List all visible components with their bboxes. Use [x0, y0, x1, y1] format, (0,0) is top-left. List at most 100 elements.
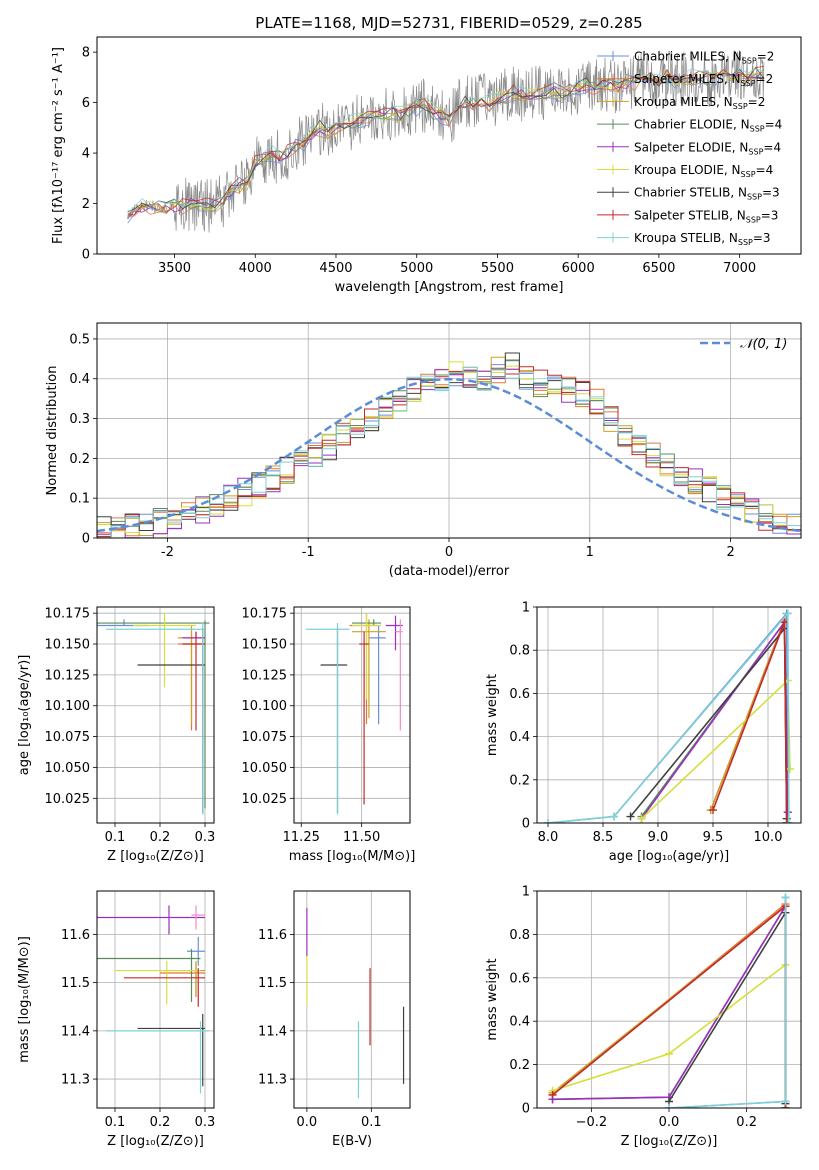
- x-tick-label: -2: [161, 545, 174, 560]
- weight-series-line: [710, 621, 788, 823]
- plot-area: [294, 891, 410, 1108]
- x-tick-label: 0.0: [659, 1115, 680, 1130]
- panel-massweight-vs-age: 8.0 8.5 9.0 9.5 10.0 0 0.2 0.4 0.6 0.8 1 age [log₁₀…: [485, 601, 802, 864]
- weight-point-marker: [548, 1090, 557, 1099]
- model-spectrum-line: [127, 69, 765, 220]
- panel-mass-vs-EBV: 0.0 0.1 11.3 11.4 11.5 11.6 E(B-V): [258, 890, 411, 1149]
- y-tick-label: 11.3: [258, 1073, 287, 1088]
- y-tick-label: 0.4: [509, 730, 530, 745]
- model-spectrum-line: [127, 67, 765, 214]
- histogram-step-line: [97, 366, 801, 537]
- axes-frame: [96, 36, 802, 255]
- x-axis-label: Z [log₁₀(Z/Z⊙)]: [621, 1134, 718, 1149]
- weight-point-marker: [783, 609, 792, 618]
- x-tick-label: 11.50: [343, 830, 380, 845]
- legend-label-sub: SSP: [741, 170, 756, 179]
- legend-label: Kroupa ELODIE, NSSP=4: [634, 163, 773, 179]
- x-tick-label: 4000: [239, 261, 272, 276]
- axes-frame: [536, 890, 802, 1109]
- y-tick-label: 0: [522, 1102, 530, 1117]
- x-tick-label: -1: [302, 545, 315, 560]
- y-tick-label: 10.025: [45, 792, 91, 807]
- legend-label: Chabrier ELODIE, NSSP=4: [634, 118, 782, 134]
- y-tick-label: 0.5: [69, 332, 90, 347]
- x-tick-label: 2: [726, 545, 734, 560]
- x-axis-label: E(B-V): [332, 1134, 372, 1149]
- x-tick-label: 0.1: [105, 830, 126, 845]
- x-tick-label: 0.1: [361, 1115, 382, 1130]
- x-tick-label: 5000: [400, 261, 433, 276]
- y-tick-label: 0: [82, 532, 90, 547]
- weight-point-marker: [786, 765, 794, 773]
- y-axis-label: mass weight: [485, 958, 500, 1040]
- legend-label-name: Chabrier STELIB, N: [634, 186, 747, 200]
- y-tick-label: 10.050: [45, 761, 91, 776]
- x-tick-label: 0: [445, 545, 453, 560]
- legend-label-rest: =4: [763, 140, 781, 154]
- legend-label: Salpeter ELODIE, NSSP=4: [634, 140, 781, 156]
- observed-spectrum-line: [127, 50, 765, 233]
- x-tick-label: 0.1: [105, 1115, 126, 1130]
- legend-label: Chabrier MILES, NSSP=2: [634, 50, 774, 66]
- legend-label-rest: =3: [761, 208, 779, 222]
- x-tick-label: 8.0: [538, 830, 559, 845]
- legend-label-name: Salpeter STELIB, N: [634, 208, 746, 222]
- panel-residuals: -2 -1 0 1 2 0 0.1 0.2 0.3 0.4 0.5 (data-model)/erro…: [45, 322, 802, 579]
- plot-area: [97, 607, 214, 823]
- axes-frame: [96, 606, 215, 824]
- x-tick-label: 11.25: [283, 830, 320, 845]
- y-axis-label: mass [log₁₀(M/M⊙)]: [17, 936, 32, 1063]
- y-tick-label: 0.2: [69, 452, 90, 467]
- y-tick-label: 8: [82, 46, 90, 61]
- legend-label-sub: SSP: [746, 215, 761, 224]
- weight-point-marker: [709, 806, 717, 815]
- legend-label-sub: SSP: [741, 79, 756, 88]
- legend-label-sub: SSP: [733, 102, 748, 111]
- legend-label-sub: SSP: [750, 125, 765, 134]
- y-axis-label: age [log₁₀(age/yr)]: [17, 655, 32, 776]
- y-tick-label: 11.5: [258, 976, 287, 991]
- x-tick-label: 0.2: [150, 830, 171, 845]
- x-tick-label: 0.2: [736, 1115, 757, 1130]
- x-tick-label: 10.0: [754, 830, 783, 845]
- x-tick-label: −0.2: [576, 1115, 608, 1130]
- y-tick-label: 0.6: [509, 687, 530, 702]
- plot-area: [294, 607, 410, 823]
- legend-label-rest: =2: [748, 95, 766, 109]
- model-spectrum-line: [127, 66, 764, 216]
- legend-label-rest: =3: [753, 231, 771, 245]
- model-spectrum-line: [127, 71, 765, 224]
- axes-frame: [536, 606, 802, 824]
- y-tick-label: 0.8: [509, 928, 530, 943]
- legend-label-name: Salpeter MILES, N: [634, 72, 741, 86]
- panel-age-vs-Z: 0.1 0.2 0.3 10.025 10.050 10.075 10.100 10.125 1…: [17, 606, 215, 864]
- weight-series-line: [712, 621, 788, 823]
- y-tick-label: 10.100: [45, 699, 91, 714]
- weight-point-marker: [783, 819, 792, 823]
- weight-point-marker: [637, 814, 646, 823]
- legend-label: 𝒩(0, 1): [740, 337, 787, 352]
- x-tick-label: 8.5: [593, 830, 614, 845]
- y-tick-label: 10.025: [242, 792, 288, 807]
- legend-label-rest: =2: [757, 50, 775, 64]
- histogram-step-line: [97, 367, 801, 538]
- weight-point-marker: [783, 808, 792, 817]
- y-tick-label: 10.100: [242, 699, 288, 714]
- legend-label: Kroupa MILES, NSSP=2: [634, 95, 765, 111]
- weight-point-marker: [665, 1104, 673, 1108]
- x-axis-label: Z [log₁₀(Z/Z⊙)]: [107, 1134, 204, 1149]
- y-tick-label: 6: [82, 96, 90, 111]
- plot-area: [537, 891, 801, 1108]
- x-axis-label: (data-model)/error: [389, 564, 510, 579]
- weight-series-line: [547, 611, 789, 823]
- panel-massweight-vs-Z: −0.2 0.0 0.2 0 0.2 0.4 0.6 0.8 1 Z [log₁₀(Z/Z⊙)] m…: [485, 885, 802, 1149]
- y-tick-label: 1: [522, 601, 530, 616]
- x-axis-label: wavelength [Angstrom, rest frame]: [335, 280, 564, 295]
- y-tick-label: 0.2: [509, 773, 530, 788]
- weight-point-marker: [610, 812, 618, 821]
- legend-label: Chabrier STELIB, NSSP=3: [634, 186, 780, 202]
- x-tick-label: 3500: [158, 261, 191, 276]
- y-tick-label: 0.4: [69, 372, 90, 387]
- y-tick-label: 0: [82, 248, 90, 263]
- weight-point-marker: [781, 893, 790, 902]
